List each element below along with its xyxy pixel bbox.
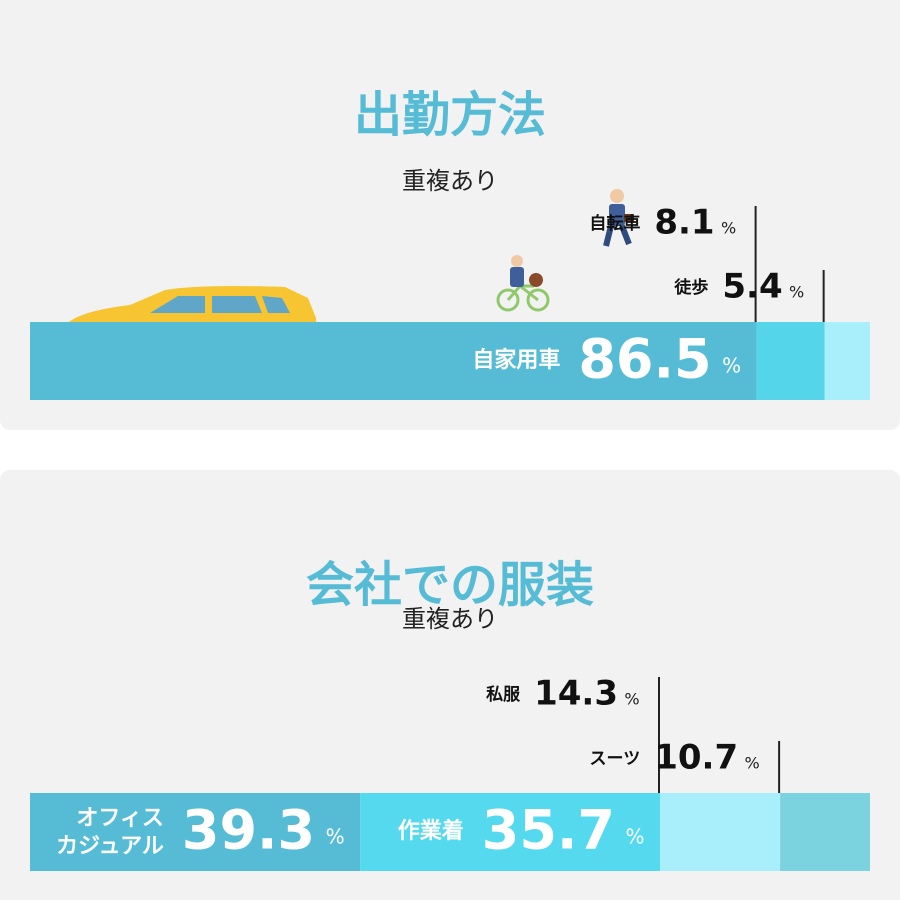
chart-title: 出勤方法 — [354, 87, 546, 143]
unit-label: % — [326, 825, 345, 849]
value-label: 8.1 — [654, 203, 714, 243]
category-label: 私服 — [486, 685, 521, 705]
card — [0, 470, 900, 900]
bar-segment — [30, 793, 361, 871]
unit-label: % — [722, 354, 741, 378]
value-label: 35.7 — [482, 799, 615, 862]
value-label: 5.4 — [722, 267, 782, 307]
category-label: 自転車 — [589, 213, 640, 234]
bar-segment — [756, 322, 825, 400]
value-label: 14.3 — [534, 674, 618, 714]
bar-segment — [30, 322, 757, 400]
walker-icon — [603, 189, 634, 247]
chart-subtitle: 重複あり — [402, 167, 498, 195]
bar-segment — [824, 322, 870, 400]
category-label: スーツ — [590, 749, 641, 769]
bar-segment — [660, 793, 781, 871]
unit-label: % — [745, 754, 760, 773]
bicycle-icon — [496, 255, 550, 312]
category-label: オフィスカジュアル — [56, 806, 164, 859]
category-label: 作業着 — [398, 818, 464, 844]
unit-label: % — [624, 690, 639, 709]
bar-segment — [360, 793, 660, 871]
unit-label: % — [721, 219, 736, 238]
value-label: 39.3 — [182, 799, 315, 862]
value-label: 10.7 — [654, 738, 738, 778]
unit-label: % — [789, 283, 804, 302]
category-label: 徒歩 — [673, 277, 708, 298]
chart-subtitle: 重複あり — [402, 605, 498, 633]
chart-title: 会社での服装 — [306, 557, 594, 613]
value-label: 86.5 — [578, 328, 711, 391]
category-label: 自家用車 — [472, 347, 560, 373]
unit-label: % — [625, 825, 644, 849]
bar-segment — [780, 793, 870, 871]
